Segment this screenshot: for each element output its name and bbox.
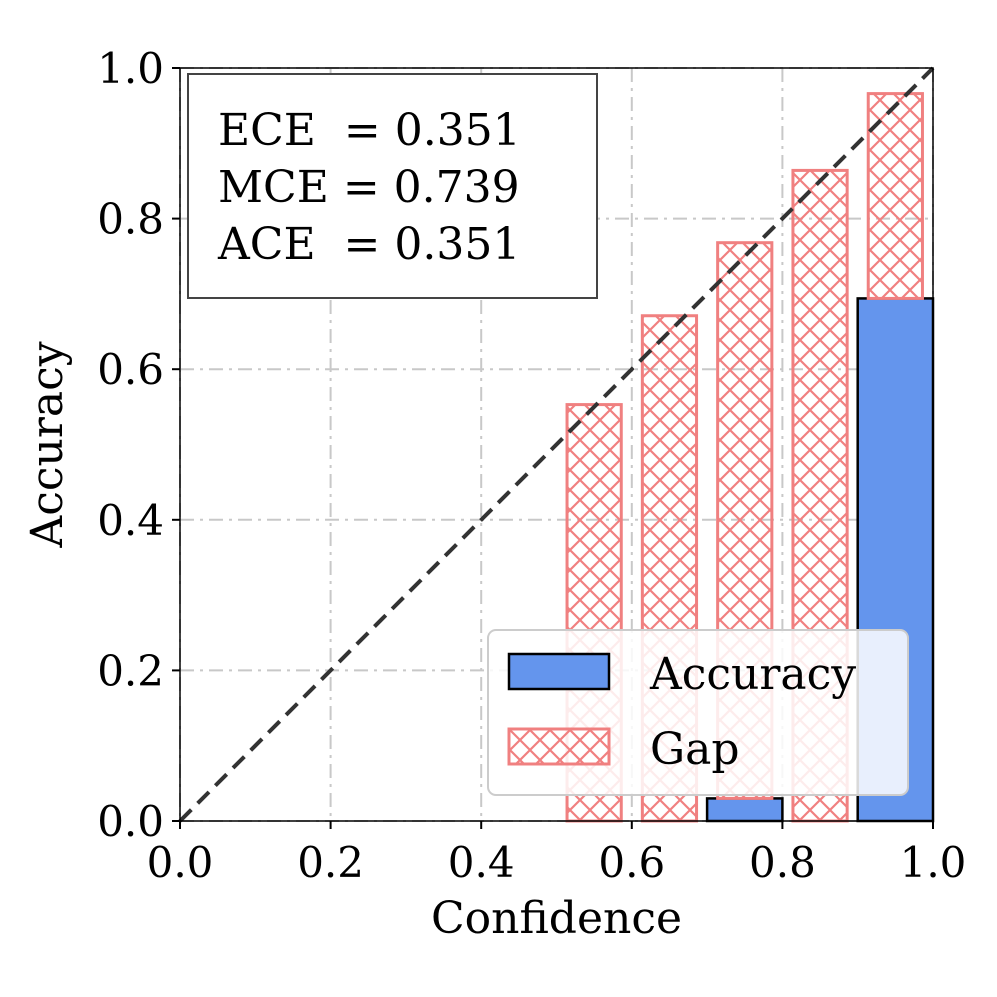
- legend: Accuracy Gap: [487, 629, 909, 796]
- x-tick-label-0: 0.0: [147, 838, 214, 887]
- legend-gap-label: Gap: [650, 724, 740, 775]
- x-tick-label-5: 1.0: [900, 838, 967, 887]
- y-tick-label-0: 0.0: [97, 797, 164, 846]
- plot-frame: [179, 67, 934, 822]
- y-tick-label-3: 0.6: [97, 345, 164, 394]
- gap-bar-4: [866, 92, 924, 300]
- metric-ece: ECE = 0.351: [218, 105, 521, 156]
- x-tick-label-3: 0.6: [598, 838, 665, 887]
- x-tick-label-1: 0.2: [297, 838, 364, 887]
- y-tick-label-4: 0.8: [97, 195, 164, 244]
- metrics-box: ECE = 0.351 MCE = 0.739 ACE = 0.351: [187, 73, 598, 299]
- y-tick-label-1: 0.2: [97, 646, 164, 695]
- x-tick-label-2: 0.4: [448, 838, 515, 887]
- legend-accuracy-swatch: [507, 652, 611, 691]
- legend-gap-swatch: [507, 727, 611, 766]
- legend-accuracy-label: Accuracy: [649, 649, 856, 700]
- y-tick-label-2: 0.4: [97, 496, 164, 545]
- perfect-calibration-line: [178, 66, 935, 823]
- axis-ticks: 0.0 0.2 0.4 0.6 0.8 1.0 0.0 0.2 0.4 0.6 0.8 1.0: [97, 44, 966, 887]
- x-tick-label-4: 0.8: [749, 838, 816, 887]
- y-axis-title: Accuracy: [22, 341, 73, 548]
- metric-mce: MCE = 0.739: [218, 162, 520, 213]
- y-tick-label-5: 1.0: [97, 44, 164, 93]
- metric-ace: ACE = 0.351: [217, 219, 520, 270]
- diagonal-line: [178, 66, 935, 823]
- x-axis-title: Confidence: [431, 893, 682, 944]
- accuracy-bar-2: [705, 797, 784, 823]
